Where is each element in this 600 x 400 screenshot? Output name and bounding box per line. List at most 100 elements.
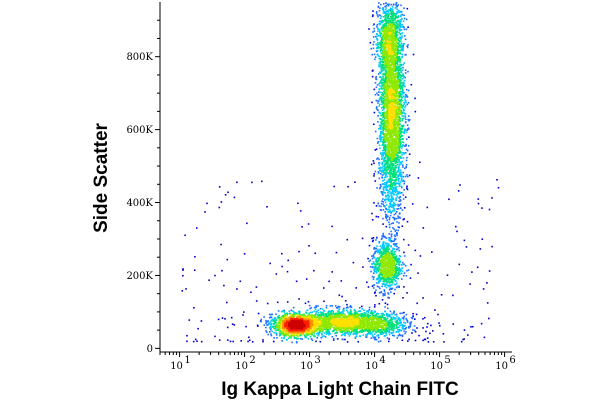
event-dot	[404, 113, 407, 115]
event-dot	[387, 324, 389, 326]
event-dot	[377, 335, 380, 337]
event-dot	[378, 9, 381, 12]
event-dot	[380, 64, 382, 66]
event-dot	[399, 143, 401, 145]
event-dot	[380, 139, 383, 141]
event-dot	[392, 179, 395, 182]
event-dot	[386, 209, 388, 211]
event-dot	[401, 191, 403, 194]
event-dot	[341, 338, 344, 341]
event-dot	[389, 185, 391, 187]
event-dot	[401, 180, 404, 182]
event-dot	[374, 304, 376, 306]
event-dot	[400, 93, 402, 96]
event-dot	[367, 327, 370, 329]
event-dot	[399, 33, 402, 36]
event-dot	[380, 278, 383, 280]
event-dot	[387, 137, 389, 140]
event-dot	[282, 310, 284, 312]
event-dot	[390, 272, 393, 275]
event-dot	[394, 256, 397, 258]
event-dot	[305, 311, 307, 313]
event-dot	[400, 74, 403, 77]
event-dot	[391, 155, 393, 158]
event-dot	[193, 269, 196, 271]
event-dot	[392, 150, 394, 153]
event-dot	[401, 75, 404, 77]
event-dot	[362, 266, 364, 268]
event-dot	[374, 291, 376, 293]
event-dot	[378, 242, 380, 244]
event-dot	[379, 112, 381, 114]
event-dot	[370, 317, 372, 319]
event-dot	[295, 341, 298, 343]
event-dot	[355, 312, 357, 314]
event-dot	[395, 3, 397, 6]
event-dot	[233, 324, 236, 326]
event-dot	[286, 339, 288, 341]
event-dot	[395, 266, 397, 268]
event-dot	[387, 171, 389, 174]
event-dot	[383, 47, 386, 50]
event-dot	[402, 124, 405, 127]
event-dot	[396, 137, 399, 140]
event-dot	[284, 313, 286, 315]
event-dot	[398, 158, 400, 161]
event-dot	[379, 124, 381, 127]
event-dot	[275, 319, 278, 321]
event-dot	[385, 127, 388, 130]
event-dot	[391, 10, 394, 12]
event-dot	[387, 179, 390, 181]
event-dot	[422, 327, 424, 329]
event-dot	[403, 255, 406, 257]
event-dot	[396, 5, 399, 8]
event-dot	[317, 335, 319, 337]
event-dot	[385, 204, 388, 206]
event-dot	[386, 253, 388, 255]
event-dot	[399, 329, 401, 332]
event-dot	[398, 222, 400, 224]
event-dot	[399, 270, 401, 273]
event-dot	[384, 201, 387, 204]
event-dot	[380, 43, 382, 46]
event-dot	[387, 70, 389, 73]
event-dot	[319, 331, 322, 333]
event-dot	[386, 60, 389, 62]
event-dot	[298, 250, 300, 253]
event-dot	[384, 73, 386, 75]
event-dot	[373, 268, 376, 271]
event-dot	[385, 32, 387, 34]
event-dot	[427, 341, 430, 343]
event-dot	[389, 180, 391, 183]
event-dot	[372, 160, 375, 162]
event-dot	[363, 313, 365, 316]
event-dot	[287, 337, 290, 340]
event-dot	[399, 135, 402, 138]
event-dot	[376, 282, 378, 284]
event-dot	[395, 84, 397, 87]
event-dot	[378, 292, 381, 294]
event-dot	[386, 281, 389, 283]
event-dot	[401, 131, 404, 133]
event-dot	[371, 285, 374, 287]
event-dot	[389, 192, 391, 194]
event-dot	[403, 189, 405, 191]
event-dot	[405, 94, 408, 97]
event-dot	[384, 128, 386, 130]
event-dot	[398, 167, 400, 169]
event-dot	[397, 257, 399, 260]
event-dot	[402, 45, 404, 48]
event-dot	[395, 79, 397, 82]
event-dot	[369, 259, 372, 262]
event-dot	[378, 336, 380, 339]
event-dot	[374, 149, 377, 151]
event-dot	[270, 313, 273, 316]
event-dot	[358, 331, 361, 334]
event-dot	[378, 71, 381, 73]
event-dot	[322, 312, 324, 314]
event-dot	[382, 16, 385, 18]
event-dot	[366, 281, 368, 284]
event-dot	[388, 147, 390, 149]
event-dot	[399, 181, 402, 184]
event-dot	[381, 200, 383, 202]
